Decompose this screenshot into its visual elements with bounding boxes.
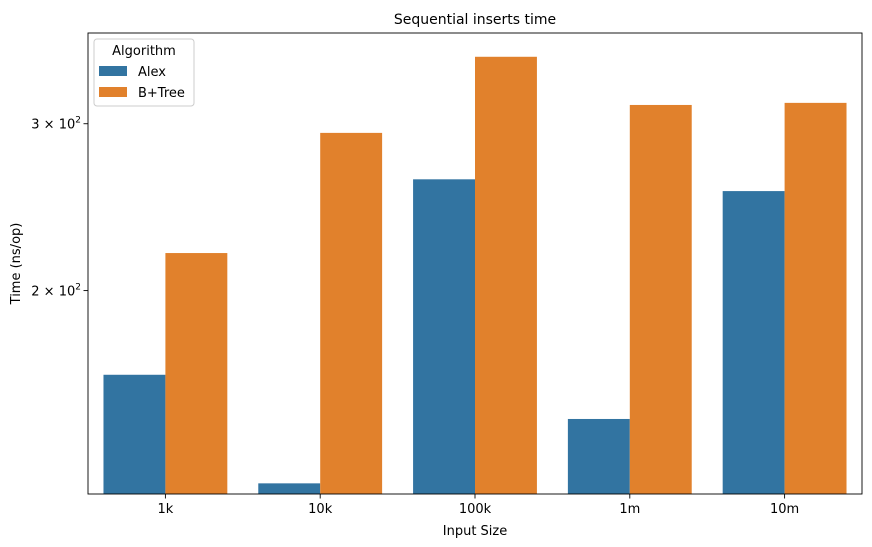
bar-btree-10k	[320, 132, 383, 494]
x-tick-label: 1k	[157, 502, 173, 517]
y-tick-label: 3 × 102	[31, 116, 81, 133]
x-axis-label: Input Size	[443, 524, 507, 539]
bar-alex-1k	[103, 374, 166, 494]
bar-btree-1k	[165, 253, 228, 494]
y-axis-ticks: 2 × 102 3 × 102	[31, 116, 88, 300]
bars-group	[103, 56, 847, 495]
x-tick-label: 10m	[770, 502, 799, 517]
bar-alex-100k	[413, 179, 475, 494]
bar-btree-10m	[784, 102, 847, 495]
legend: Algorithm Alex B+Tree	[93, 38, 195, 107]
bar-alex-10m	[722, 191, 785, 494]
legend-label-bptree: B+Tree	[138, 86, 185, 101]
y-axis-label: Time (ns/op)	[9, 223, 24, 306]
legend-swatch-alex	[99, 66, 127, 76]
legend-label-alex: Alex	[138, 65, 166, 80]
bar-btree-1m	[629, 104, 692, 495]
y-tick-label: 2 × 102	[31, 283, 81, 300]
legend-title: Algorithm	[112, 44, 176, 59]
x-axis-ticks: 1k 10k 100k 1m 10m	[157, 494, 799, 517]
x-tick-label: 100k	[459, 502, 492, 517]
x-tick-label: 1m	[619, 502, 640, 517]
bar-alex-10k	[258, 483, 321, 494]
chart-title: Sequential inserts time	[394, 12, 556, 28]
bar-alex-1m	[567, 418, 630, 494]
bar-btree-100k	[475, 56, 537, 494]
legend-swatch-bptree	[99, 87, 127, 97]
x-tick-label: 10k	[308, 502, 333, 517]
